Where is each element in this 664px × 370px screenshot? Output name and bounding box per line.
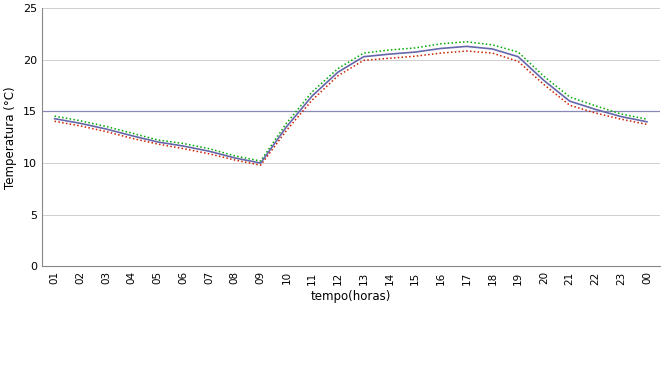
Int.Confiança(95%) (489, 43, 497, 47)
Int.Confiança(95%) (231, 154, 239, 158)
Média (179, 144, 187, 148)
Int.Confiança(95%) (385, 56, 393, 60)
Int.Confiança(95%) (231, 158, 239, 162)
Int.Confiança(95%) (50, 114, 58, 118)
Média (128, 134, 136, 138)
Int.Confiança(95%) (566, 103, 574, 107)
Int.Confiança(95%) (385, 48, 393, 52)
Line: Int.Confiança(95%): Int.Confiança(95%) (54, 42, 647, 161)
Média (102, 127, 110, 131)
Int.Confiança(95%) (592, 111, 600, 115)
Int.Confiança(95%) (128, 131, 136, 135)
Média (153, 140, 161, 144)
Int.Confiança(95%) (643, 122, 651, 127)
Int.Confiança(95%) (153, 138, 161, 142)
Int.Confiança(95%) (411, 54, 419, 58)
Média (643, 120, 651, 124)
Média (360, 54, 368, 59)
Int.Confiança(95%) (540, 74, 548, 78)
Média (489, 47, 497, 51)
Int.Confiança(95%) (257, 163, 265, 167)
Int.Confiança(95%) (618, 117, 625, 121)
Int.Confiança(95%) (205, 147, 213, 151)
Média (514, 54, 522, 59)
Int.Confiança(95%) (128, 136, 136, 141)
Média (308, 94, 316, 98)
Int.Confiança(95%) (592, 104, 600, 108)
Int.Confiança(95%) (437, 51, 445, 55)
Int.Confiança(95%) (643, 117, 651, 121)
Int.Confiança(95%) (540, 83, 548, 87)
Int.Confiança(95%) (76, 118, 84, 123)
Média (566, 99, 574, 103)
Int.Confiança(95%) (463, 40, 471, 44)
Média (76, 121, 84, 125)
Média (205, 149, 213, 154)
X-axis label: tempo(horas): tempo(horas) (311, 290, 391, 303)
Média (592, 107, 600, 112)
Int.Confiança(95%) (50, 119, 58, 124)
Média (437, 46, 445, 51)
Int.Confiança(95%) (102, 124, 110, 129)
Média (334, 70, 342, 74)
Média (50, 117, 58, 121)
Int.Confiança(95%) (437, 41, 445, 46)
Int.Confiança(95%) (282, 128, 290, 133)
Line: Média: Média (54, 46, 647, 163)
Média (282, 125, 290, 129)
Int.Confiança(95%) (282, 121, 290, 125)
Média (411, 50, 419, 54)
Média (231, 156, 239, 160)
Int.Confiança(95%) (102, 130, 110, 134)
Int.Confiança(95%) (153, 142, 161, 146)
Int.Confiança(95%) (411, 46, 419, 50)
Line: Int.Confiança(95%): Int.Confiança(95%) (54, 51, 647, 165)
Int.Confiança(95%) (360, 51, 368, 55)
Int.Confiança(95%) (308, 98, 316, 102)
Int.Confiança(95%) (205, 152, 213, 156)
Média (385, 52, 393, 56)
Int.Confiança(95%) (76, 124, 84, 128)
Y-axis label: Temperatura (°C): Temperatura (°C) (4, 86, 17, 189)
Int.Confiança(95%) (334, 74, 342, 78)
Média (463, 44, 471, 48)
Int.Confiança(95%) (257, 159, 265, 163)
Int.Confiança(95%) (179, 147, 187, 151)
Int.Confiança(95%) (179, 141, 187, 146)
Int.Confiança(95%) (463, 49, 471, 53)
Int.Confiança(95%) (489, 51, 497, 55)
Int.Confiança(95%) (360, 58, 368, 63)
Int.Confiança(95%) (514, 59, 522, 64)
Int.Confiança(95%) (514, 50, 522, 54)
Int.Confiança(95%) (618, 112, 625, 116)
Int.Confiança(95%) (334, 66, 342, 71)
Int.Confiança(95%) (308, 90, 316, 94)
Média (257, 161, 265, 165)
Int.Confiança(95%) (566, 95, 574, 99)
Média (618, 114, 625, 119)
Média (540, 78, 548, 83)
